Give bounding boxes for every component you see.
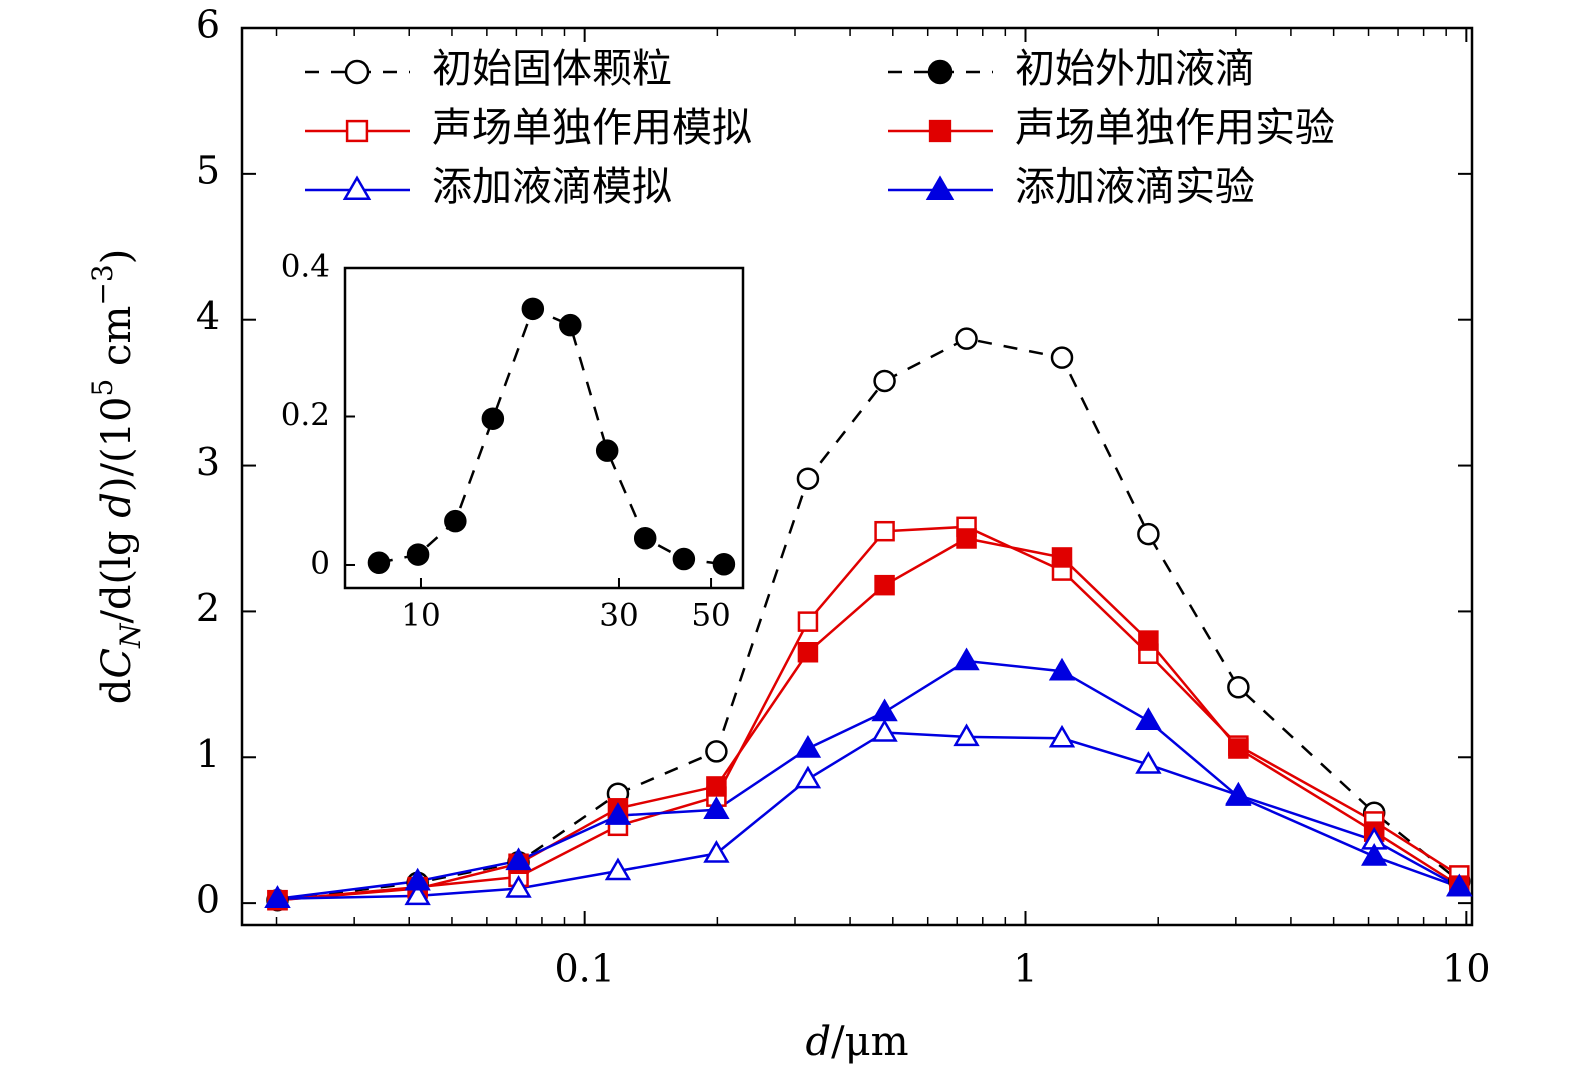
marker	[633, 527, 657, 550]
marker	[1446, 873, 1473, 897]
marker	[797, 642, 819, 663]
y-tick-label: 1	[196, 732, 220, 776]
marker	[1048, 724, 1076, 748]
marker	[1228, 738, 1249, 759]
marker	[1048, 657, 1076, 681]
label-part: d	[805, 1019, 831, 1065]
y-tick-label: 4	[196, 294, 220, 338]
x-tick-label: 0.1	[554, 947, 614, 991]
label-part: )	[94, 249, 140, 265]
y-tick-label: 5	[196, 148, 220, 192]
label-part: d	[94, 492, 140, 518]
x-tick-label: 10	[401, 598, 440, 634]
legend-label: 添加液滴模拟	[432, 164, 672, 210]
marker	[1050, 346, 1074, 369]
marker	[927, 59, 953, 85]
x-tick-label: 30	[599, 598, 638, 634]
y-tick-label: 0	[196, 878, 220, 922]
marker	[404, 882, 431, 906]
marker	[703, 840, 730, 863]
marker	[264, 885, 291, 908]
y-tick-label: 0.2	[281, 397, 330, 433]
marker	[871, 698, 898, 722]
marker	[505, 875, 532, 898]
marker	[956, 528, 977, 549]
marker	[1135, 751, 1162, 774]
marker	[559, 313, 582, 337]
y-tick-label: 0	[310, 545, 330, 581]
marker	[404, 867, 431, 891]
marker	[595, 439, 619, 462]
legend-label: 初始固体颗粒	[432, 46, 672, 92]
marker	[444, 509, 467, 533]
marker	[481, 407, 505, 430]
marker	[604, 802, 632, 825]
marker	[873, 369, 896, 393]
marker	[672, 547, 696, 571]
y-tick-label: 6	[196, 3, 220, 47]
marker	[703, 796, 730, 820]
label-part: d	[94, 679, 140, 705]
legend-label: 声场单独作用实验	[1015, 105, 1335, 151]
marker	[1135, 707, 1162, 731]
marker	[1225, 783, 1252, 806]
legend-label: 初始外加液滴	[1015, 46, 1255, 92]
x-tick-label: 1	[1013, 947, 1037, 991]
marker	[955, 327, 978, 350]
marker	[1138, 630, 1159, 651]
y-tick-label: 3	[196, 440, 220, 484]
marker	[925, 175, 955, 201]
marker	[406, 543, 430, 566]
plot-frame	[343, 266, 745, 590]
label-part: )/(10	[94, 397, 140, 493]
marker	[928, 119, 952, 143]
axis-label: dCN/d(lg d)/(105 cm−3)	[86, 249, 147, 705]
marker	[706, 776, 727, 797]
marker	[712, 552, 736, 576]
marker	[521, 297, 545, 321]
marker	[604, 857, 632, 881]
marker	[874, 574, 895, 596]
axis-label: d/μm	[805, 1019, 908, 1065]
marker	[1361, 842, 1388, 866]
marker	[794, 735, 822, 758]
marker	[1227, 676, 1250, 699]
legend-label: 声场单独作用模拟	[432, 105, 752, 151]
marker	[344, 59, 370, 85]
marker	[505, 847, 532, 871]
marker	[871, 718, 898, 742]
label-part: cm	[94, 306, 140, 379]
label-part: 5	[86, 379, 119, 397]
marker	[797, 611, 819, 632]
x-tick-label: 50	[691, 598, 730, 634]
marker	[367, 551, 391, 575]
marker	[1051, 547, 1073, 568]
marker	[794, 765, 822, 789]
y-tick-label: 0.4	[281, 249, 330, 285]
marker	[342, 175, 372, 201]
x-tick-label: 10	[1442, 947, 1490, 991]
label-part: −3	[86, 264, 119, 305]
label-part: /μm	[831, 1019, 908, 1065]
marker	[1137, 522, 1160, 546]
marker	[953, 723, 980, 747]
label-part: C	[94, 648, 140, 679]
series-line	[378, 307, 725, 566]
marker	[953, 647, 980, 671]
marker	[874, 520, 895, 542]
y-tick-label: 2	[196, 586, 220, 630]
marker	[796, 467, 820, 490]
label-part: /d(lg	[94, 518, 140, 624]
marker	[705, 740, 728, 763]
legend-label: 添加液滴实验	[1015, 164, 1255, 210]
label-part: N	[114, 622, 147, 649]
marker	[345, 119, 369, 143]
